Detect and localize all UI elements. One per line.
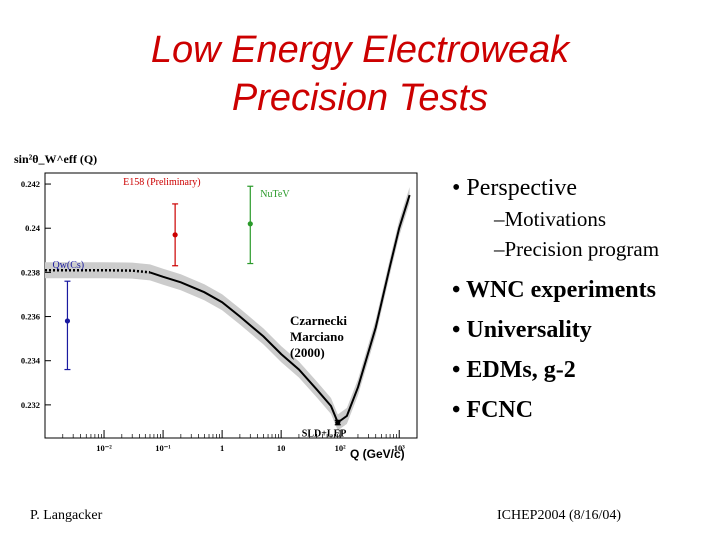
curve-line — [149, 194, 411, 425]
y-axis-label: sin²θ_W^eff (Q) — [14, 152, 97, 166]
curve-low-q-dotted — [45, 268, 151, 274]
bullet-wnc-experiments: • WNC experiments — [452, 277, 656, 303]
label-nutev: NuTeV — [260, 189, 290, 200]
title-line-2: Precision Tests — [231, 77, 489, 119]
label-sld-lep: SLD+LEP — [302, 429, 347, 440]
annotation-marciano: Marciano — [290, 329, 344, 344]
x-tick-label: 10⁻² — [96, 443, 112, 453]
title-line-1: Low Energy Electroweak — [150, 29, 570, 71]
point-e158-preliminary — [172, 232, 178, 238]
theory-band — [45, 187, 410, 431]
theory-curve — [45, 194, 411, 425]
footer-conference: ICHEP2004 (8/16/04) — [497, 508, 622, 523]
bullet-edms: • EDMs, g-2 — [452, 357, 576, 383]
bullet-universality: • Universality — [452, 317, 592, 343]
annotation-czarnecki: Czarnecki — [290, 313, 347, 328]
y-tick-label: 0.236 — [21, 312, 40, 322]
x-tick-label: 10⁻¹ — [155, 443, 171, 453]
sub-bullet-motivations: –Motivations — [494, 207, 607, 231]
annotation-year: (2000) — [290, 345, 325, 360]
y-tick-label: 0.24 — [25, 223, 41, 233]
label-qw-cs: Qw(Cs) — [52, 260, 84, 271]
point-qw-cs — [64, 318, 71, 324]
axis-ticks: 0.232 0.234 0.236 0.238 0.24 0.242 10⁻² 10⁻¹ 1 10… — [21, 179, 405, 453]
bullet-list: • Perspective –Motivations –Precision pr… — [452, 172, 659, 430]
bullet-fcnc: • FCNC — [452, 397, 534, 423]
y-tick-label: 0.232 — [21, 400, 40, 410]
x-tick-label: 10 — [277, 443, 286, 453]
y-tick-label: 0.234 — [21, 356, 41, 366]
x-tick-label: 10³ — [394, 443, 406, 453]
sub-bullet-precision-program: –Precision program — [494, 237, 660, 261]
x-tick-label: 10² — [335, 443, 347, 453]
x-tick-label: 1 — [220, 443, 224, 453]
slide-title: Low Energy Electroweak Precision Tests — [60, 26, 660, 122]
x-axis-label: Q (GeV/c) — [350, 447, 405, 461]
bullet-perspective: • Perspective — [452, 175, 578, 201]
weak-mixing-angle-chart: E158 (Preliminary) NuTeV Qw(Cs) SLD+LEP 0.2… — [14, 152, 418, 461]
y-tick-label: 0.242 — [21, 179, 40, 189]
footer-author: P. Langacker — [30, 508, 103, 523]
measurements: E158 (Preliminary) NuTeV Qw(Cs) SLD+LEP — [52, 177, 346, 440]
label-e158-preliminary: E158 (Preliminary) — [123, 177, 200, 188]
point-nutev — [247, 221, 253, 227]
y-tick-label: 0.238 — [21, 267, 40, 277]
point-sld-lep — [335, 419, 341, 426]
band-area — [45, 187, 410, 431]
